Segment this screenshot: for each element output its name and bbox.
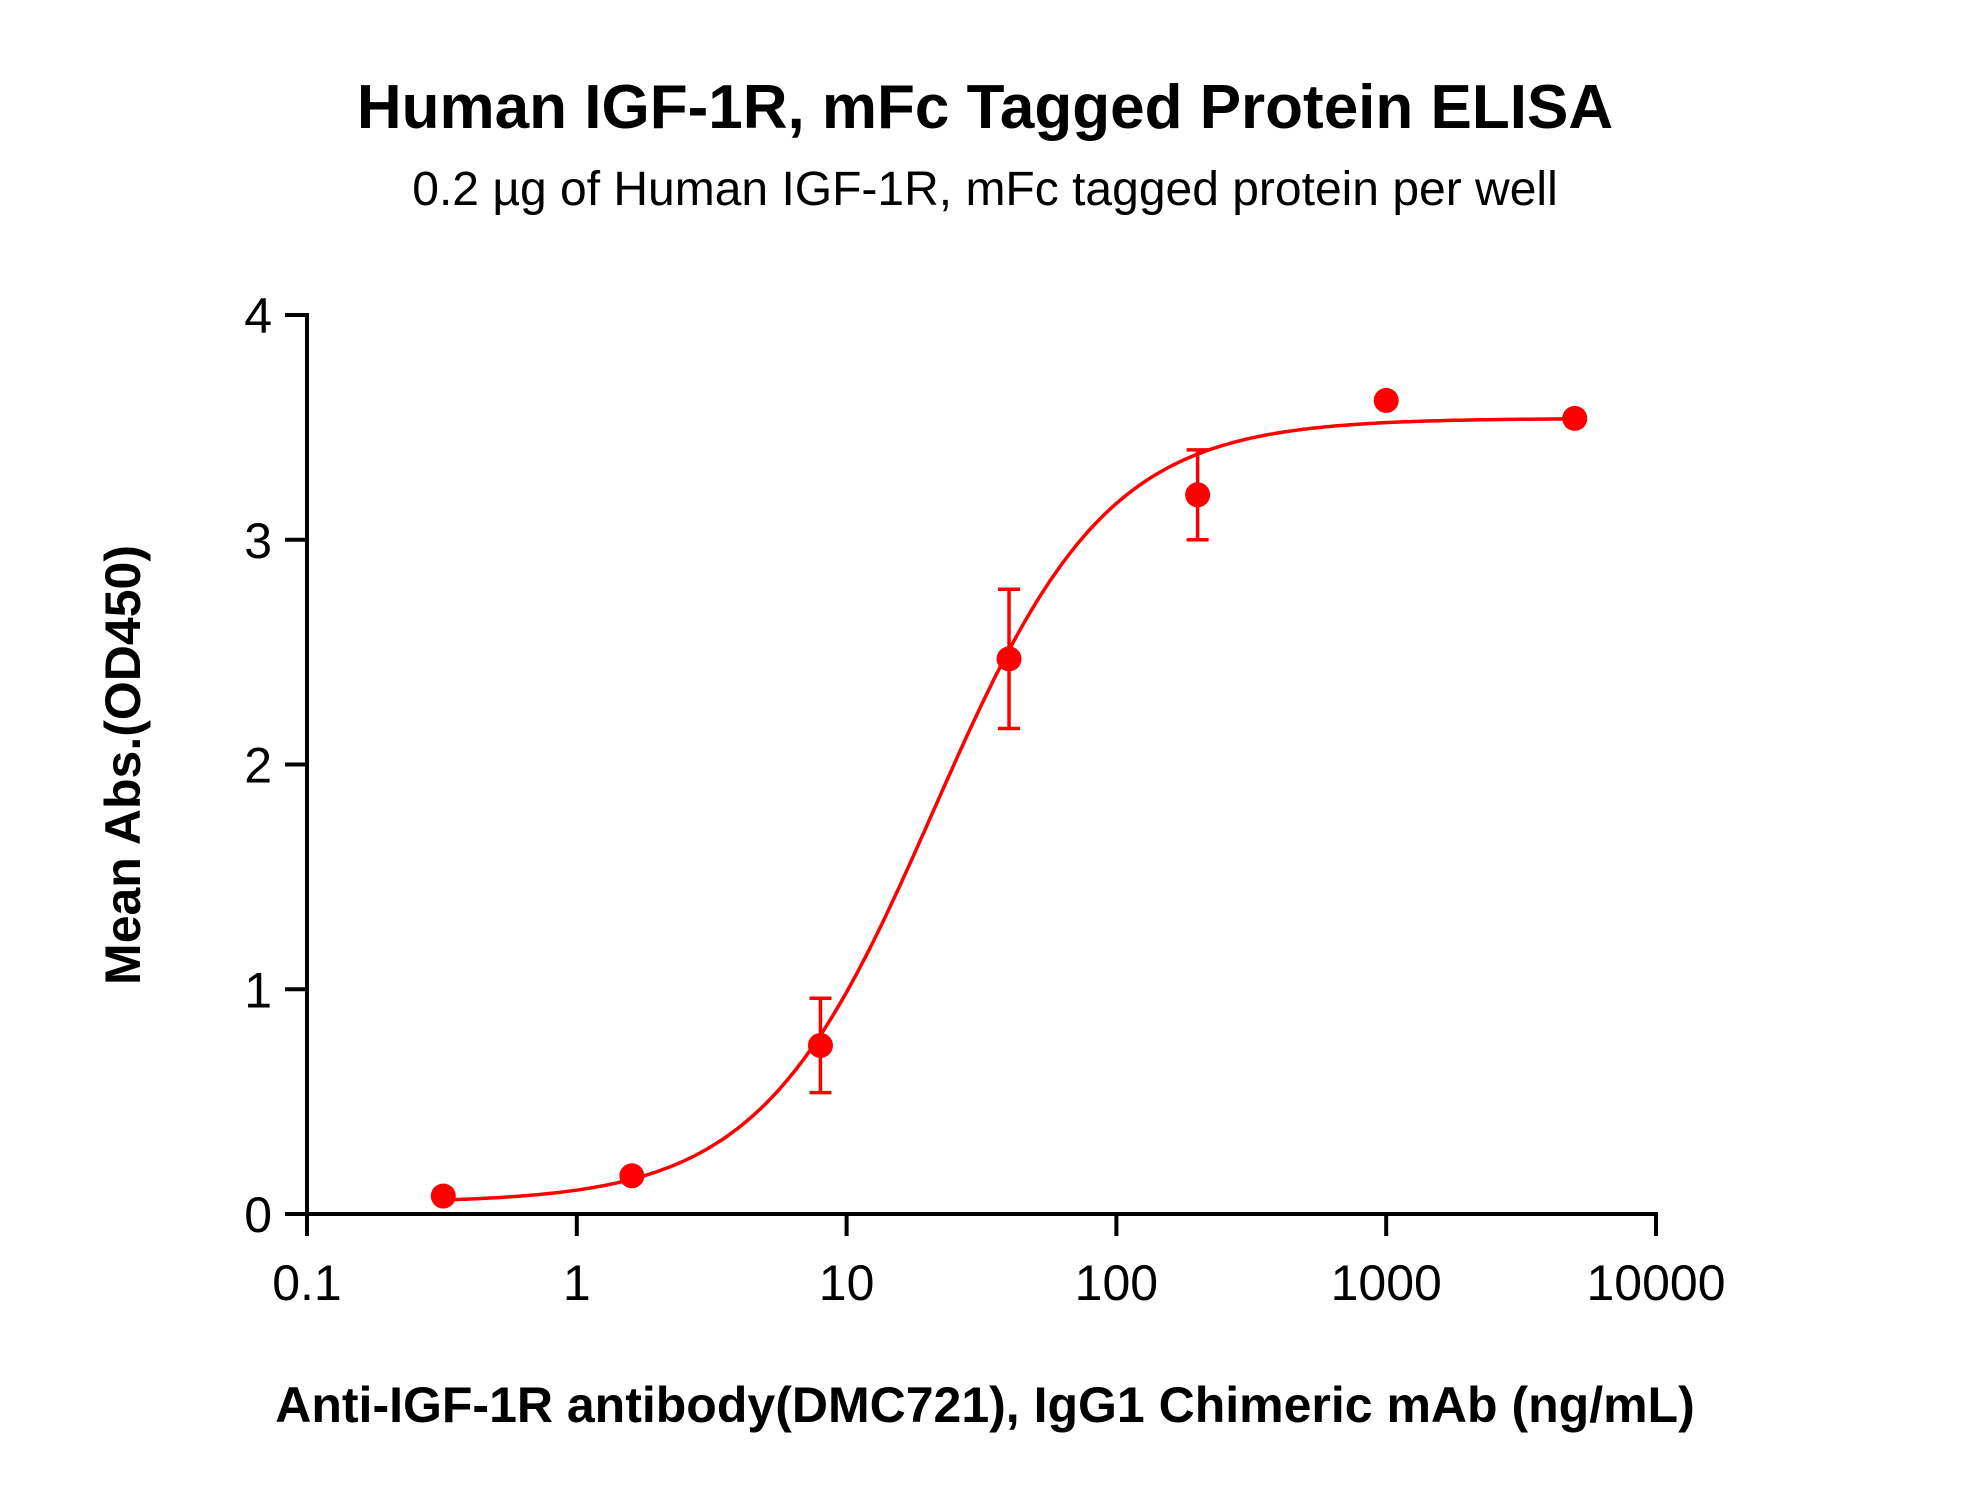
- x-tick-label: 1000: [1331, 1255, 1442, 1311]
- x-tick-label: 10000: [1586, 1255, 1725, 1311]
- data-point: [807, 1032, 833, 1058]
- data-point: [430, 1183, 456, 1209]
- data-point: [1373, 387, 1399, 413]
- y-tick-label: 1: [244, 962, 272, 1018]
- data-point: [1562, 405, 1588, 431]
- y-tick-label: 3: [244, 513, 272, 569]
- x-tick-label: 1: [563, 1255, 591, 1311]
- x-axis-label: Anti-IGF-1R antibody(DMC721), IgG1 Chime…: [275, 1377, 1694, 1433]
- y-tick-label: 0: [244, 1187, 272, 1243]
- y-tick-label: 2: [244, 738, 272, 794]
- x-tick-label: 100: [1075, 1255, 1158, 1311]
- x-tick-label: 10: [819, 1255, 875, 1311]
- chart-subtitle: 0.2 µg of Human IGF-1R, mFc tagged prote…: [412, 163, 1557, 216]
- plot-area: [430, 387, 1588, 1209]
- x-tick-label: 0.1: [272, 1255, 342, 1311]
- data-point: [996, 646, 1022, 672]
- y-tick-label: 4: [244, 288, 272, 344]
- data-point: [1185, 482, 1211, 508]
- data-point: [619, 1163, 645, 1189]
- chart-title: Human IGF-1R, mFc Tagged Protein ELISA: [357, 73, 1613, 142]
- axes: 0.1 1 10 100 1000 10000 0 1 2 3 4: [244, 288, 1725, 1311]
- y-axis-label: Mean Abs.(OD450): [95, 545, 151, 985]
- fit-curve: [443, 417, 1575, 1202]
